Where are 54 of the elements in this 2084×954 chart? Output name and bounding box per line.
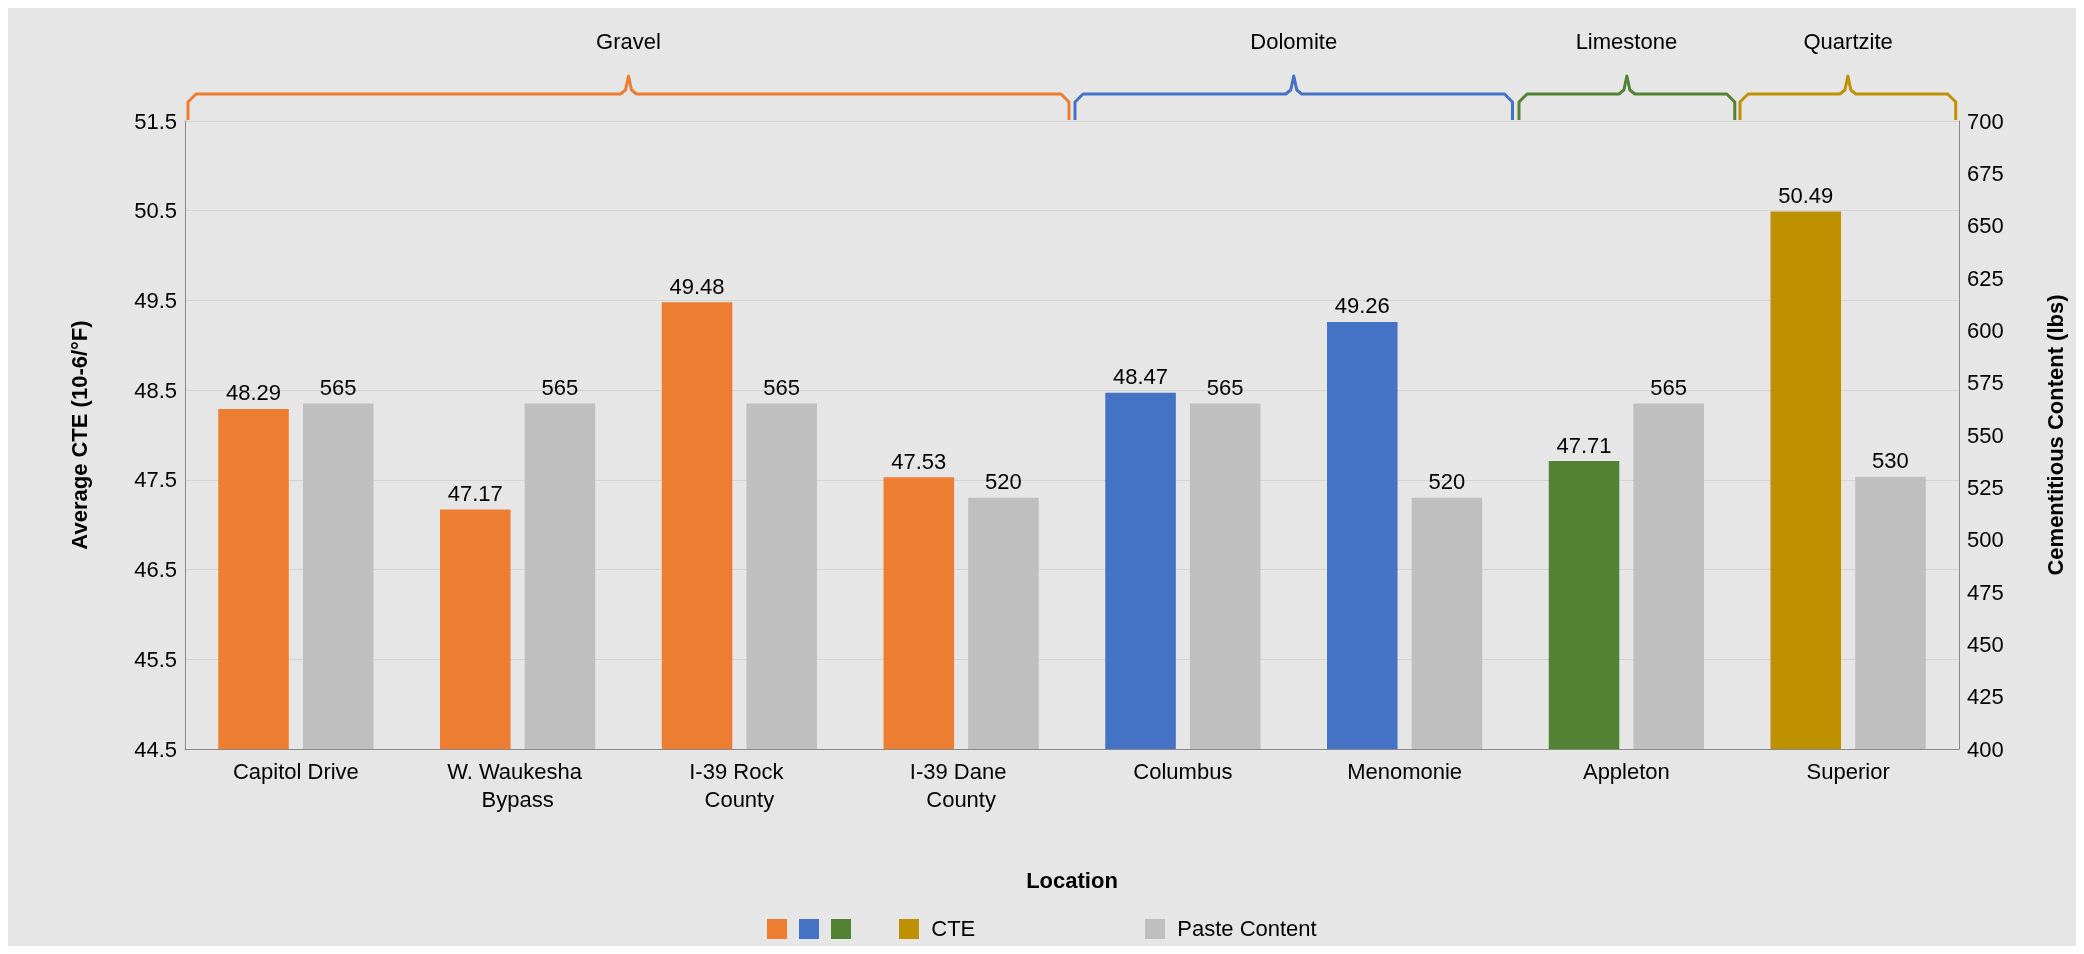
x-tick-label: Superior: [1806, 758, 1890, 784]
x-tick-label: Menomonie: [1347, 758, 1463, 784]
y-tick-label: 50.5: [134, 198, 177, 224]
data-label: 47.71: [1556, 432, 1612, 458]
legend-label: CTE: [931, 916, 976, 942]
text: Dolomite: [1250, 28, 1338, 54]
data-label: 565: [541, 375, 579, 401]
data-label: 47.17: [447, 480, 503, 506]
data-label: 565: [1650, 375, 1688, 401]
data-label: 49.48: [669, 273, 725, 299]
y2-tick-label: 400: [1967, 736, 2004, 762]
y2-tick-label: 650: [1967, 213, 2004, 239]
y-tick-label: 44.5: [134, 736, 177, 762]
x-tick-label: I-39 Dane County: [909, 758, 1013, 812]
y-tick-label: 51.5: [134, 108, 177, 134]
data-label: 49.26: [1334, 293, 1390, 319]
data-label: 565: [319, 375, 357, 401]
y-tick-label: 46.5: [134, 557, 177, 583]
y2-tick-label: 500: [1967, 527, 2004, 553]
data-label: 47.53: [891, 448, 947, 474]
y2-tick-label: 625: [1967, 265, 2004, 291]
data-label: 565: [1206, 375, 1244, 401]
x-tick-label: Appleton: [1582, 758, 1670, 784]
y-tick-label: 47.5: [134, 467, 177, 493]
data-label: 48.29: [226, 380, 282, 406]
text: Quartzite: [1803, 28, 1893, 54]
data-label: 520: [1428, 469, 1466, 495]
x-axis-title: Location: [1026, 867, 1118, 893]
y2-tick-label: 700: [1967, 108, 2004, 134]
y2-tick-label: 475: [1967, 579, 2004, 605]
text: Gravel: [596, 28, 661, 54]
x-tick-label: Columbus: [1133, 758, 1233, 784]
y2-tick-label: 575: [1967, 370, 2004, 396]
y2-tick-label: 425: [1967, 684, 2004, 710]
y2-tick-label: 550: [1967, 422, 2004, 448]
data-label: 48.47: [1113, 364, 1169, 390]
y2-tick-label: 525: [1967, 474, 2004, 500]
data-label: 530: [1872, 448, 1909, 474]
y-tick-label: 48.5: [134, 377, 177, 403]
y2-tick-label: 600: [1967, 317, 2004, 343]
legend-label: Paste Content: [1177, 916, 1317, 942]
y2-tick-label: 450: [1967, 631, 2004, 657]
x-tick-label: I-39 Rock County: [689, 758, 790, 812]
data-label: 50.49: [1778, 183, 1834, 209]
y2-tick-label: 675: [1967, 160, 2004, 186]
y-tick-label: 49.5: [134, 287, 177, 313]
y2-axis-title: Cementitious Content (lbs): [2042, 294, 2068, 576]
x-tick-label: W. Waukesha Bypass: [447, 758, 589, 812]
y-axis-title: Average CTE (10-6/°F): [66, 320, 92, 550]
x-tick-label: Capitol Drive: [232, 758, 359, 784]
data-label: 520: [985, 469, 1022, 495]
text: Limestone: [1575, 28, 1678, 54]
y-tick-label: 45.5: [134, 646, 177, 672]
data-label: 565: [763, 375, 801, 401]
